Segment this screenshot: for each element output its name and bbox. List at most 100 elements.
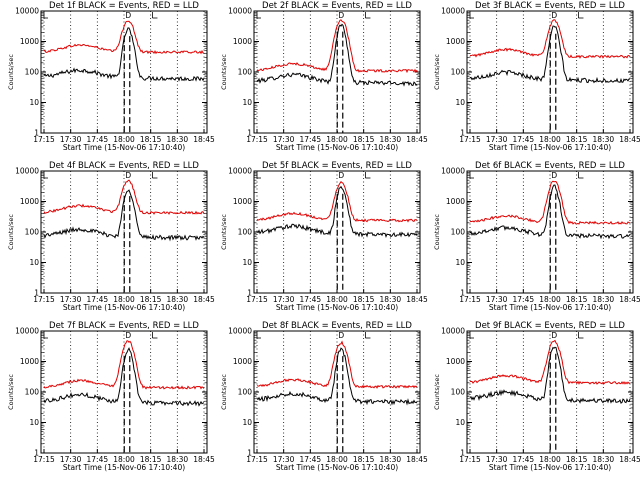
panel-det-3: Det 3f BLACK = Events, RED = LLD 1 10 100 10… bbox=[433, 1, 640, 152]
y-tick-label: 10 bbox=[242, 418, 252, 427]
y-tick-label: 1 bbox=[247, 289, 252, 298]
events-trace-black bbox=[469, 25, 631, 84]
x-tick-label: 17:30 bbox=[60, 455, 82, 464]
y-tick-label: 10000 bbox=[441, 167, 465, 176]
marker-label-d: D bbox=[551, 11, 557, 20]
y-tick-label: 1 bbox=[460, 449, 465, 458]
x-tick-label: 18:15 bbox=[566, 295, 588, 304]
marker-label-d: D bbox=[551, 331, 557, 340]
y-tick-label: 10 bbox=[455, 418, 465, 427]
x-tick-label: 17:45 bbox=[513, 295, 535, 304]
y-tick-label: 1000 bbox=[233, 357, 252, 366]
y-tick-label: 10000 bbox=[15, 167, 39, 176]
panel-title: Det 1f BLACK = Events, RED = LLD bbox=[49, 1, 199, 11]
y-tick-label: 10 bbox=[242, 258, 252, 267]
x-tick-label: 18:15 bbox=[353, 135, 375, 144]
lld-trace-red bbox=[43, 340, 205, 390]
panel-title: Det 9f BLACK = Events, RED = LLD bbox=[475, 321, 625, 331]
events-trace-black bbox=[256, 347, 418, 406]
x-tick-label: 18:45 bbox=[406, 455, 428, 464]
y-tick-label: 100 bbox=[238, 228, 253, 237]
marker-label-d: D bbox=[338, 11, 344, 20]
y-tick-label: 10 bbox=[455, 98, 465, 107]
events-trace-black bbox=[43, 189, 205, 242]
y-tick-label: 100 bbox=[451, 228, 466, 237]
x-tick-label: 17:45 bbox=[87, 455, 109, 464]
y-tick-label: 10 bbox=[29, 98, 39, 107]
events-trace-black bbox=[469, 184, 631, 240]
panel-title: Det 8f BLACK = Events, RED = LLD bbox=[262, 321, 412, 331]
x-tick-label: 18:00 bbox=[539, 295, 561, 304]
y-tick-label: 100 bbox=[238, 388, 253, 397]
x-tick-label: 17:30 bbox=[60, 135, 82, 144]
lld-trace-red bbox=[469, 180, 631, 225]
panel-det-2: Det 2f BLACK = Events, RED = LLD 1 10 100 10… bbox=[220, 1, 428, 152]
x-tick-label: 17:45 bbox=[87, 295, 109, 304]
y-tick-label: 100 bbox=[451, 68, 466, 77]
x-tick-label: 17:15 bbox=[459, 295, 481, 304]
y-tick-label: 10000 bbox=[15, 327, 39, 336]
panel-title: Det 4f BLACK = Events, RED = LLD bbox=[49, 161, 199, 171]
x-tick-label: 18:45 bbox=[619, 455, 640, 464]
panel-det-6: Det 6f BLACK = Events, RED = LLD 1 10 100 10… bbox=[433, 161, 640, 312]
x-tick-label: 17:15 bbox=[459, 455, 481, 464]
x-tick-label: 18:45 bbox=[619, 135, 640, 144]
y-tick-label: 100 bbox=[238, 68, 253, 77]
x-axis-label: Start Time (15-Nov-06 17:10:40) bbox=[489, 143, 611, 152]
marker-label-d: D bbox=[125, 331, 131, 340]
lld-trace-red bbox=[43, 20, 205, 55]
y-axis-label: Counts/sec bbox=[220, 374, 228, 410]
y-tick-label: 1000 bbox=[20, 357, 39, 366]
x-tick-label: 17:30 bbox=[273, 455, 295, 464]
marker-label-d: D bbox=[338, 171, 344, 180]
y-tick-label: 1000 bbox=[233, 197, 252, 206]
y-tick-label: 1000 bbox=[446, 37, 465, 46]
y-axis-label: Counts/sec bbox=[433, 214, 441, 250]
x-tick-label: 18:30 bbox=[167, 295, 189, 304]
lld-trace-red bbox=[43, 179, 205, 215]
x-tick-label: 17:45 bbox=[513, 455, 535, 464]
y-axis-label: Counts/sec bbox=[220, 214, 228, 250]
x-axis-label: Start Time (15-Nov-06 17:10:40) bbox=[63, 463, 185, 472]
x-tick-label: 18:30 bbox=[167, 455, 189, 464]
panel-det-9: Det 9f BLACK = Events, RED = LLD 1 10 100 10… bbox=[433, 321, 640, 472]
x-tick-label: 18:30 bbox=[167, 135, 189, 144]
x-tick-label: 18:15 bbox=[353, 455, 375, 464]
x-tick-label: 18:45 bbox=[619, 295, 640, 304]
y-tick-label: 10000 bbox=[15, 7, 39, 16]
x-tick-label: 17:15 bbox=[246, 295, 268, 304]
x-tick-label: 17:30 bbox=[486, 455, 508, 464]
panel-det-5: Det 5f BLACK = Events, RED = LLD 1 10 100 10… bbox=[220, 161, 428, 312]
marker-label-d: D bbox=[125, 11, 131, 20]
x-tick-label: 17:30 bbox=[273, 295, 295, 304]
x-tick-label: 18:30 bbox=[380, 135, 402, 144]
y-tick-label: 1000 bbox=[20, 37, 39, 46]
y-tick-label: 10 bbox=[455, 258, 465, 267]
y-axis-label: Counts/sec bbox=[433, 374, 441, 410]
x-tick-label: 18:30 bbox=[593, 455, 615, 464]
x-tick-label: 18:30 bbox=[380, 295, 402, 304]
lld-trace-red bbox=[256, 340, 418, 389]
panel-det-4: Det 4f BLACK = Events, RED = LLD 1 10 100 10… bbox=[7, 161, 215, 312]
x-tick-label: 17:15 bbox=[246, 135, 268, 144]
events-trace-black bbox=[256, 23, 418, 87]
y-tick-label: 100 bbox=[25, 68, 40, 77]
marker-label-d: D bbox=[551, 171, 557, 180]
x-axis-label: Start Time (15-Nov-06 17:10:40) bbox=[276, 303, 398, 312]
y-axis-label: Counts/sec bbox=[7, 374, 15, 410]
x-tick-label: 18:30 bbox=[593, 295, 615, 304]
panel-title: Det 3f BLACK = Events, RED = LLD bbox=[475, 1, 625, 11]
x-axis-label: Start Time (15-Nov-06 17:10:40) bbox=[276, 463, 398, 472]
x-tick-label: 18:00 bbox=[326, 455, 348, 464]
y-axis-label: Counts/sec bbox=[433, 54, 441, 90]
x-tick-label: 18:45 bbox=[193, 135, 215, 144]
y-tick-label: 1 bbox=[34, 289, 39, 298]
x-tick-label: 17:15 bbox=[459, 135, 481, 144]
y-tick-label: 10 bbox=[242, 98, 252, 107]
x-tick-label: 18:00 bbox=[539, 455, 561, 464]
x-axis-label: Start Time (15-Nov-06 17:10:40) bbox=[63, 303, 185, 312]
y-tick-label: 1 bbox=[247, 129, 252, 138]
x-tick-label: 17:45 bbox=[513, 135, 535, 144]
lld-trace-red bbox=[469, 19, 631, 59]
y-tick-label: 10000 bbox=[441, 327, 465, 336]
